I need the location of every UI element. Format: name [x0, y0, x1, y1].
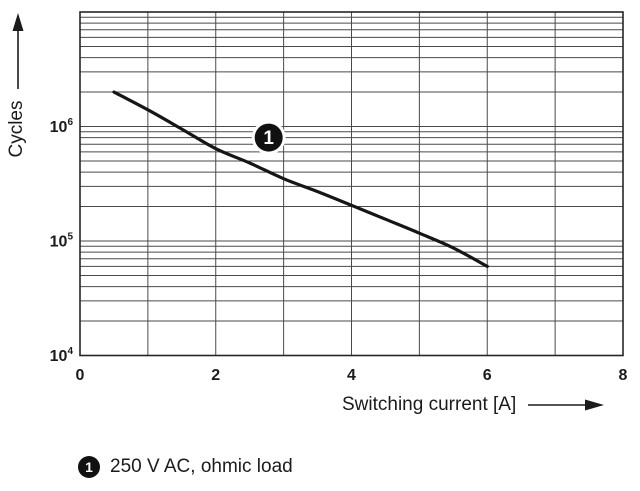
- x-axis-title: Switching current [A]: [342, 394, 517, 415]
- x-tick-label: 8: [619, 367, 628, 384]
- legend-label: 250 V AC, ohmic load: [110, 456, 293, 477]
- legend-marker-1: 1: [78, 456, 100, 478]
- x-tick-label: 2: [211, 367, 220, 384]
- y-axis-title: Cycles: [6, 100, 27, 158]
- y-tick-label: 105: [50, 232, 74, 251]
- y-axis-arrow-icon: [12, 13, 24, 89]
- legend-marker-label: 1: [85, 459, 93, 475]
- x-tick-labels: 0 2 4 6 8: [76, 367, 628, 384]
- y-tick-label: 104: [50, 346, 74, 365]
- x-tick-label: 6: [483, 367, 492, 384]
- callout-label: 1: [263, 128, 274, 149]
- grid: [80, 12, 623, 356]
- legend: 1 250 V AC, ohmic load: [78, 456, 293, 478]
- x-tick-label: 0: [76, 367, 85, 384]
- curve-callout-marker-1: 1: [251, 120, 286, 155]
- series-curve-250vac: [112, 90, 489, 268]
- x-axis-arrow-icon: [528, 399, 605, 411]
- y-tick-label: 106: [50, 117, 74, 136]
- plot-border: [79, 11, 624, 357]
- x-axis-group: Switching current [A]: [342, 394, 605, 416]
- x-tick-label: 4: [347, 367, 356, 384]
- y-tick-labels: 104 105 106: [50, 117, 74, 365]
